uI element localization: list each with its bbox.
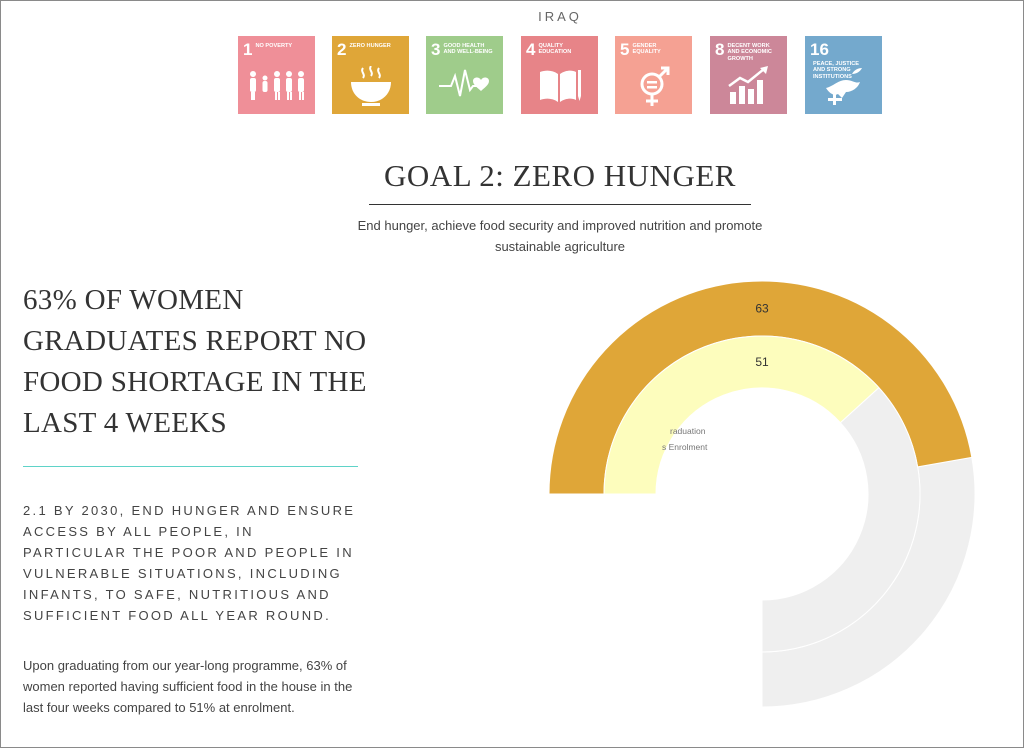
- sdg-number: 3: [431, 40, 441, 59]
- sdg-tile-5[interactable]: 5 Gender Equality: [615, 36, 692, 114]
- goal-subtitle: End hunger, achieve food security and im…: [357, 218, 763, 254]
- sdg-tile-3[interactable]: 3 Good Health and Well-Being: [426, 36, 503, 114]
- sdg-label: Zero Hunger: [349, 43, 391, 49]
- legend-enrolment: s Enrolment: [662, 442, 708, 452]
- body-paragraph: Upon graduating from our year-long progr…: [23, 658, 353, 715]
- country-label: IRAQ: [538, 9, 582, 24]
- sdg-tile-2[interactable]: 2 Zero Hunger: [332, 36, 409, 114]
- data-label-graduation: 63: [755, 302, 769, 316]
- heartbeat-icon: [426, 66, 503, 110]
- headline-divider: [23, 466, 358, 467]
- sdg-tile-8[interactable]: 8 Decent Work and Economic Growth: [710, 36, 787, 114]
- chart-svg: 63 51: [548, 280, 976, 708]
- radial-bar-chart: 63 51 raduation s Enrolment: [540, 276, 1024, 748]
- sdg-tile-16[interactable]: 16 Peace, Justice and Strong Institutions: [805, 36, 882, 114]
- people-icon: [238, 66, 315, 110]
- data-label-enrolment: 51: [755, 355, 769, 369]
- sdg-label: Decent Work and Economic Growth: [727, 43, 772, 62]
- goal-title-underline: [369, 204, 751, 205]
- sdg-number: 4: [526, 40, 536, 59]
- chart-center: [656, 388, 868, 600]
- sdg-number: 1: [243, 40, 253, 59]
- sdg-label: Peace, Justice and Strong Institutions: [813, 61, 860, 80]
- sdg-label: No Poverty: [255, 43, 293, 49]
- sdg-number: 5: [620, 40, 630, 59]
- sdg-number: 2: [337, 40, 347, 59]
- sdg-label: Good Health and Well-Being: [443, 43, 493, 56]
- headline-stat: 63% of women graduates report no food sh…: [23, 284, 367, 439]
- dove-icon: [805, 66, 882, 110]
- sdg-label: Gender Equality: [632, 43, 661, 56]
- sdg-tile-4[interactable]: 4 Quality Education: [521, 36, 598, 114]
- goal-title: GOAL 2: ZERO HUNGER: [384, 158, 736, 193]
- sdg-number: 8: [715, 40, 725, 59]
- legend-graduation: raduation: [670, 426, 706, 436]
- sdg-tile-1[interactable]: 1 No Poverty: [238, 36, 315, 114]
- book-icon: [521, 66, 598, 110]
- gender-icon: [615, 66, 692, 110]
- bowl-icon: [332, 66, 409, 110]
- sdg-number: 16: [810, 40, 829, 59]
- sdg-label: Quality Education: [538, 43, 572, 56]
- growth-chart-icon: [710, 66, 787, 110]
- sdg-target-text: 2.1 By 2030, end hunger and ensure acces…: [23, 503, 356, 623]
